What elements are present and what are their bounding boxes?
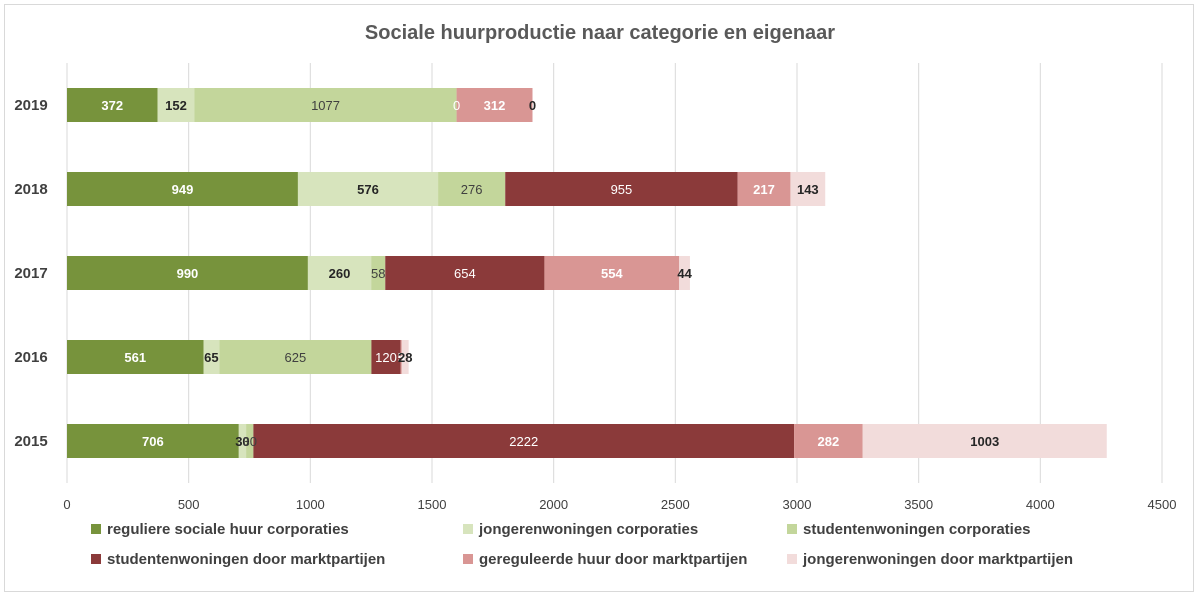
data-label: 0 <box>453 98 460 113</box>
bar-segment <box>67 88 158 122</box>
x-tick-label: 0 <box>63 497 70 512</box>
bar-segment <box>794 424 863 458</box>
data-label: 65 <box>204 350 218 365</box>
legend-label: gereguleerde huur door marktpartijen <box>479 551 747 568</box>
bar-segment <box>544 256 680 290</box>
data-label: 28 <box>398 350 412 365</box>
y-tick-label: 2015 <box>14 433 47 450</box>
bar-segment <box>253 424 795 458</box>
x-tick-label: 4500 <box>1148 497 1177 512</box>
bar-segment <box>157 88 195 122</box>
x-tick-label: 1500 <box>418 497 447 512</box>
data-label: 2222 <box>509 434 538 449</box>
y-tick-label: 2018 <box>14 181 47 198</box>
bar-segment <box>219 340 372 374</box>
bar-segment <box>385 256 545 290</box>
data-label: 44 <box>677 266 692 281</box>
bar-segment <box>371 256 386 290</box>
y-tick-label: 2019 <box>14 97 47 114</box>
x-tick-label: 3000 <box>783 497 812 512</box>
data-label: 30 <box>235 434 249 449</box>
legend-swatch <box>91 554 101 564</box>
bars <box>67 88 1107 458</box>
bar-segment <box>67 172 298 206</box>
bar-segment <box>679 256 690 290</box>
data-label: 217 <box>753 182 775 197</box>
bar-segment <box>456 88 533 122</box>
x-tick-label: 500 <box>178 497 200 512</box>
bar-segment <box>246 424 254 458</box>
data-label: 276 <box>461 182 483 197</box>
data-label: 949 <box>172 182 194 197</box>
bar-segment <box>401 340 409 374</box>
data-label: 282 <box>818 434 840 449</box>
chart-title: Sociale huurproductie naar categorie en … <box>365 22 835 44</box>
legend-swatch <box>463 524 473 534</box>
data-label: 625 <box>285 350 307 365</box>
bar-segment <box>67 424 239 458</box>
data-label: 654 <box>454 266 476 281</box>
data-label: 561 <box>124 350 146 365</box>
data-label: 706 <box>142 434 164 449</box>
bar-segment <box>737 172 791 206</box>
legend-swatch <box>463 554 473 564</box>
data-label: 120 <box>375 350 397 365</box>
x-tick-label: 3500 <box>904 497 933 512</box>
bar-segment <box>505 172 738 206</box>
data-label: 30 <box>243 434 257 449</box>
data-label: 1003 <box>970 434 999 449</box>
legend-label: studentenwoningen corporaties <box>803 521 1031 538</box>
x-tick-label: 4000 <box>1026 497 1055 512</box>
bar-segment <box>862 424 1107 458</box>
legend-swatch <box>787 524 797 534</box>
data-label: 58 <box>371 266 385 281</box>
data-label: 372 <box>101 98 123 113</box>
bar-segment <box>194 88 457 122</box>
y-tick-label: 2016 <box>14 349 47 366</box>
data-labels: 372 152 1077 0 312 0 949 576 276 955 217 143 990 260 5… <box>101 98 999 449</box>
stacked-bar-chart: Sociale huurproductie naar categorie en … <box>14 22 1176 568</box>
legend-label: reguliere sociale huur corporaties <box>107 521 349 538</box>
data-label: 260 <box>329 266 351 281</box>
data-label: 955 <box>611 182 633 197</box>
bar-segment <box>67 340 204 374</box>
bar-segment <box>790 172 826 206</box>
bar-segment <box>238 424 247 458</box>
data-label: 554 <box>601 266 623 281</box>
data-label: 0 <box>529 98 536 113</box>
chart-frame: Sociale huurproductie naar categorie en … <box>4 4 1194 592</box>
bar-segment <box>400 340 402 374</box>
bar-segment <box>203 340 220 374</box>
legend: reguliere sociale huur corporaties jonger… <box>91 521 1073 568</box>
x-tick-label: 2000 <box>539 497 568 512</box>
data-label: 576 <box>357 182 379 197</box>
data-label: 143 <box>797 182 819 197</box>
bar-segment <box>438 172 506 206</box>
x-tick-label: 2500 <box>661 497 690 512</box>
data-label: 990 <box>177 266 199 281</box>
bar-segment <box>307 256 372 290</box>
bar-segment <box>67 256 308 290</box>
y-tick-label: 2017 <box>14 265 47 282</box>
legend-swatch <box>787 554 797 564</box>
legend-label: studentenwoningen door marktpartijen <box>107 551 385 568</box>
bar-segment <box>297 172 439 206</box>
legend-label: jongerenwoningen corporaties <box>478 521 698 538</box>
legend-label: jongerenwoningen door marktpartijen <box>802 551 1073 568</box>
x-tick-label: 1000 <box>296 497 325 512</box>
legend-swatch <box>91 524 101 534</box>
x-axis: 0 500 1000 1500 2000 2500 3000 3500 4000 4500 <box>63 497 1176 512</box>
data-label: 5 <box>398 350 405 365</box>
data-label: 1077 <box>311 98 340 113</box>
data-label: 152 <box>165 98 187 113</box>
bar-segment <box>371 340 401 374</box>
data-label: 312 <box>484 98 506 113</box>
y-axis: 2019 2018 2017 2016 2015 <box>14 97 47 450</box>
